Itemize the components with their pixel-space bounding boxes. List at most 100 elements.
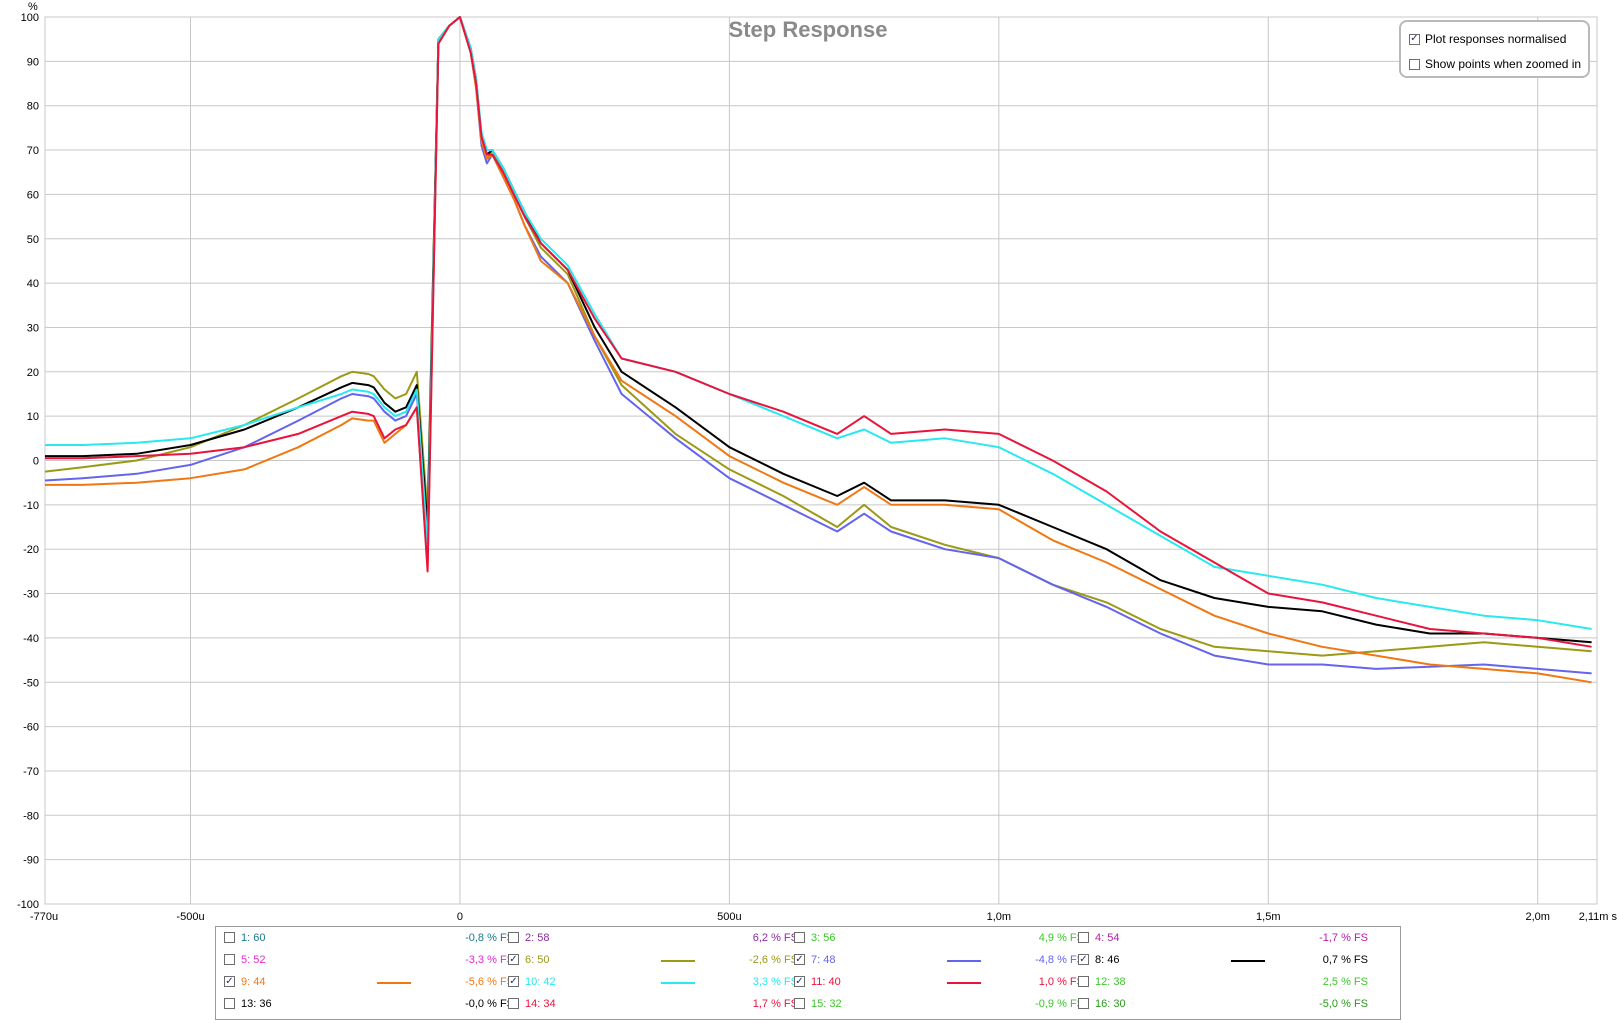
legend-item[interactable]: 13: 36 -0,0 % FS xyxy=(224,997,514,1011)
legend-checkbox[interactable] xyxy=(224,954,235,965)
y-tick-label: -40 xyxy=(23,633,39,645)
plot-axes: 1009080706050403020100-10-20-30-40-50-60… xyxy=(17,12,1617,923)
show-points-label: Show points when zoomed in xyxy=(1425,57,1582,71)
legend-line-swatch xyxy=(377,982,411,984)
legend-line-swatch xyxy=(947,960,981,962)
plot-normalised-option[interactable]: ✓ Plot responses normalised xyxy=(1409,31,1566,47)
legend-checkbox[interactable]: ✓ xyxy=(794,975,805,987)
measurement-legend: 1: 60 -0,8 % FS 2: 58 6,2 % FS 3: 56 4,9 % FS… xyxy=(215,926,1401,1020)
legend-value: -1,7 % FS xyxy=(1319,932,1368,944)
legend-label: 8: 46 xyxy=(1095,954,1120,966)
legend-item[interactable]: 1: 60 -0,8 % FS xyxy=(224,931,514,945)
legend-item[interactable]: ✓ 6: 50 -2,6 % FS xyxy=(508,953,798,967)
legend-checkbox[interactable]: ✓ xyxy=(508,953,519,965)
legend-label: 3: 56 xyxy=(811,932,836,944)
legend-value: -5,6 % FS xyxy=(465,976,514,988)
legend-label: 15: 32 xyxy=(811,998,842,1010)
legend-item[interactable]: ✓ 7: 48 -4,8 % FS xyxy=(794,953,1084,967)
legend-line-swatch xyxy=(947,982,981,984)
legend-value: -0,8 % FS xyxy=(465,932,514,944)
x-tick-label: -500u xyxy=(176,911,204,923)
y-tick-label: 30 xyxy=(27,322,39,334)
y-tick-label: -10 xyxy=(23,500,39,512)
legend-value: 4,9 % FS xyxy=(1038,932,1084,944)
x-tick-label: -770u xyxy=(30,911,58,923)
legend-value: -3,3 % FS xyxy=(465,954,514,966)
y-tick-label: 10 xyxy=(27,411,39,423)
show-points-option[interactable]: Show points when zoomed in xyxy=(1409,56,1581,72)
legend-checkbox[interactable] xyxy=(224,932,235,943)
legend-item[interactable]: 3: 56 4,9 % FS xyxy=(794,931,1084,945)
y-tick-label: -30 xyxy=(23,589,39,601)
y-tick-label: -60 xyxy=(23,722,39,734)
y-tick-label: 40 xyxy=(27,278,39,290)
legend-value: -0,0 % FS xyxy=(465,998,514,1010)
legend-item[interactable]: 14: 34 1,7 % FS xyxy=(508,997,798,1011)
legend-checkbox[interactable] xyxy=(508,932,519,943)
plot-series xyxy=(44,16,1592,684)
legend-label: 2: 58 xyxy=(525,932,550,944)
y-tick-label: 60 xyxy=(27,189,39,201)
y-tick-label: 80 xyxy=(27,101,39,113)
y-tick-label: -50 xyxy=(23,677,39,689)
y-tick-label: 70 xyxy=(27,145,39,157)
legend-value: 2,5 % FS xyxy=(1322,976,1368,988)
legend-checkbox[interactable]: ✓ xyxy=(508,975,519,987)
legend-line-swatch xyxy=(661,960,695,962)
legend-value: 0,7 % FS xyxy=(1322,954,1368,966)
legend-checkbox[interactable] xyxy=(794,932,805,943)
legend-checkbox[interactable] xyxy=(508,998,519,1009)
legend-label: 5: 52 xyxy=(241,954,266,966)
legend-checkbox[interactable] xyxy=(1078,932,1089,943)
legend-label: 1: 60 xyxy=(241,932,266,944)
legend-line-swatch xyxy=(661,982,695,984)
legend-value: 6,2 % FS xyxy=(752,932,798,944)
legend-checkbox[interactable] xyxy=(1078,976,1089,987)
legend-label: 4: 54 xyxy=(1095,932,1120,944)
legend-line-swatch xyxy=(1231,960,1265,962)
y-tick-label: 20 xyxy=(27,367,39,379)
plot-normalised-checkbox[interactable]: ✓ xyxy=(1409,33,1420,45)
x-tick-label: 0 xyxy=(457,911,463,923)
legend-item[interactable]: 4: 54 -1,7 % FS xyxy=(1078,931,1368,945)
legend-value: -4,8 % FS xyxy=(1035,954,1084,966)
legend-value: -5,0 % FS xyxy=(1319,998,1368,1010)
legend-item[interactable]: ✓ 10: 42 3,3 % FS xyxy=(508,975,798,989)
legend-item[interactable]: 16: 30 -5,0 % FS xyxy=(1078,997,1368,1011)
plot-options-panel: ✓ Plot responses normalised Show points … xyxy=(1399,20,1590,78)
legend-label: 11: 40 xyxy=(811,976,841,988)
legend-item[interactable]: ✓ 8: 46 0,7 % FS xyxy=(1078,953,1368,967)
legend-item[interactable]: 15: 32 -0,9 % FS xyxy=(794,997,1084,1011)
legend-label: 10: 42 xyxy=(525,976,556,988)
legend-checkbox[interactable]: ✓ xyxy=(794,953,805,965)
legend-value: 3,3 % FS xyxy=(752,976,798,988)
legend-item[interactable]: 12: 38 2,5 % FS xyxy=(1078,975,1368,989)
legend-value: -0,9 % FS xyxy=(1035,998,1084,1010)
legend-item[interactable]: ✓ 11: 40 1,0 % FS xyxy=(794,975,1084,989)
y-tick-label: -70 xyxy=(23,766,39,778)
y-tick-label: 100 xyxy=(21,12,39,24)
x-tick-label: 500u xyxy=(717,911,741,923)
legend-item[interactable]: ✓ 9: 44 -5,6 % FS xyxy=(224,975,514,989)
legend-label: 14: 34 xyxy=(525,998,556,1010)
series-line xyxy=(45,16,1592,630)
legend-checkbox[interactable] xyxy=(1078,998,1089,1009)
legend-checkbox[interactable] xyxy=(794,998,805,1009)
show-points-checkbox[interactable] xyxy=(1409,58,1420,70)
legend-item[interactable]: 5: 52 -3,3 % FS xyxy=(224,953,514,967)
series-line xyxy=(45,16,1592,648)
legend-checkbox[interactable]: ✓ xyxy=(224,975,235,987)
x-tick-label: 2,11m s xyxy=(1579,911,1617,923)
legend-label: 7: 48 xyxy=(811,954,836,966)
y-tick-label: 50 xyxy=(27,234,39,246)
y-tick-label: 0 xyxy=(33,456,39,468)
plot-grid xyxy=(44,16,1598,905)
legend-label: 16: 30 xyxy=(1095,998,1126,1010)
legend-checkbox[interactable] xyxy=(224,998,235,1009)
y-tick-label: -80 xyxy=(23,810,39,822)
legend-item[interactable]: 2: 58 6,2 % FS xyxy=(508,931,798,945)
legend-checkbox[interactable]: ✓ xyxy=(1078,953,1089,965)
legend-value: 1,7 % FS xyxy=(752,998,798,1010)
y-axis-unit: % xyxy=(28,1,38,13)
y-tick-label: -90 xyxy=(23,855,39,867)
